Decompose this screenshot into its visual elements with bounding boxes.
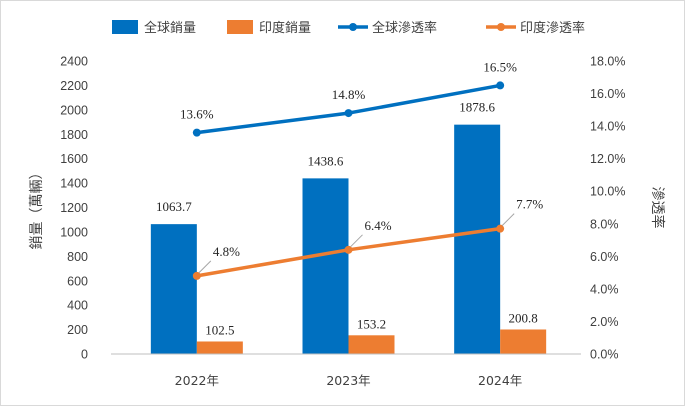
y-tick-label: 400: [67, 299, 88, 313]
line-data-label: 4.8%: [213, 244, 240, 259]
lines: [192, 81, 505, 280]
line-data-label: 6.4%: [365, 218, 392, 233]
line-data-label: 14.8%: [332, 87, 366, 102]
bar-data-label: 1438.6: [308, 153, 344, 168]
y2-tick-label: 4.0%: [590, 282, 619, 296]
line-point: [496, 224, 505, 233]
legend-label: 印度銷量: [259, 20, 311, 36]
y-tick-label: 1400: [60, 177, 88, 191]
bar-data-label: 200.8: [509, 310, 538, 325]
bar-data-label: 1878.6: [459, 100, 495, 115]
line-point: [192, 271, 201, 280]
y2-tick-label: 16.0%: [590, 87, 625, 101]
leader-line: [501, 213, 515, 227]
bar-global: [302, 178, 349, 354]
x-axis-ticks: 2022年 2023年 2024年: [111, 353, 581, 388]
bar-india: [500, 329, 547, 354]
data-labels: 1063.7 1438.6 1878.6 102.5 153.2 200.8 13.6% 14…: [156, 59, 543, 337]
bar-data-label: 102.5: [205, 322, 234, 337]
y-tick-label: 2400: [60, 55, 88, 69]
y-tick-label: 1000: [60, 225, 88, 239]
y-tick-label: 800: [67, 250, 88, 264]
y-tick-label: 0: [81, 348, 88, 362]
line-data-label: 13.6%: [180, 107, 214, 122]
line-point: [344, 245, 353, 254]
y2-tick-label: 0.0%: [590, 348, 619, 362]
y2-tick-label: 14.0%: [590, 120, 625, 134]
line-point: [344, 109, 353, 118]
leader-line: [198, 260, 212, 274]
bar-india: [348, 335, 395, 354]
y2-axis-title: 滲透率: [649, 187, 666, 229]
y2-tick-label: 10.0%: [590, 185, 625, 199]
y-tick-label: 600: [67, 274, 88, 288]
right-axis-ticks: 0.0% 2.0% 4.0% 6.0% 8.0% 10.0% 12.0% 14.0% 16.0%…: [590, 55, 625, 362]
y2-tick-label: 18.0%: [590, 55, 625, 69]
bar-data-label: 153.2: [357, 316, 386, 331]
legend-label: 全球滲透率: [372, 20, 437, 36]
line-point: [496, 81, 505, 90]
line-point: [192, 128, 201, 137]
y2-tick-label: 6.0%: [590, 250, 619, 264]
legend-label: 印度滲透率: [520, 20, 585, 36]
y-tick-label: 1200: [60, 201, 88, 215]
legend-label: 全球銷量: [144, 20, 196, 36]
line-data-label: 7.7%: [516, 197, 543, 212]
legend-swatch: [227, 20, 253, 34]
y2-tick-label: 8.0%: [590, 217, 619, 231]
y2-tick-label: 12.0%: [590, 152, 625, 166]
y-tick-label: 200: [67, 323, 88, 337]
y-tick-label: 2200: [60, 79, 88, 93]
x-tick-label: 2023年: [326, 373, 370, 388]
left-axis-ticks: 0 200 400 600 800 1000 1200 1400 1600 1800 2000 220…: [60, 55, 88, 362]
line-data-label: 16.5%: [483, 59, 517, 74]
y-tick-label: 2000: [60, 103, 88, 117]
bar-global: [454, 124, 501, 354]
x-tick-label: 2022年: [175, 373, 219, 388]
y2-tick-label: 2.0%: [590, 315, 619, 329]
legend-marker: [497, 23, 505, 31]
bar-india: [196, 341, 243, 354]
leader-line: [350, 234, 363, 248]
y-axis-title: 銷量（萬輛）: [29, 166, 45, 250]
legend-swatch: [112, 20, 138, 34]
legend-marker: [349, 23, 357, 31]
bars: [150, 124, 547, 354]
y-tick-label: 1600: [60, 152, 88, 166]
y-tick-label: 1800: [60, 128, 88, 142]
legend: 全球銷量 印度銷量 全球滲透率 印度滲透率: [112, 20, 585, 36]
bar-data-label: 1063.7: [156, 199, 192, 214]
x-tick-label: 2024年: [478, 373, 522, 388]
bar-global: [150, 224, 197, 354]
